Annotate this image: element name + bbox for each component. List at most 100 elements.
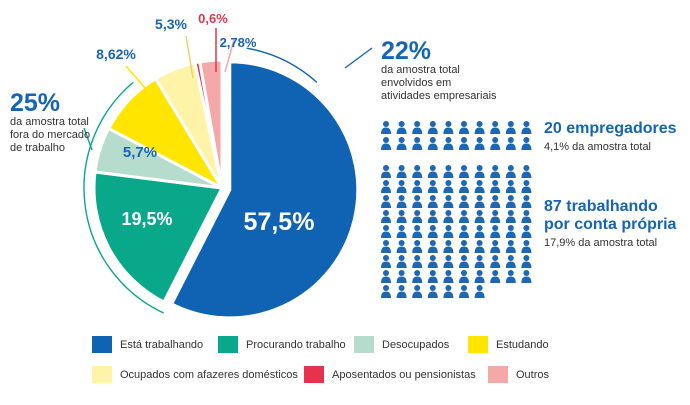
leader-line-afazeres — [185, 35, 194, 79]
person-icon — [427, 137, 438, 150]
legend-item-aposentados: Aposentados ou pensionistas — [304, 366, 476, 383]
person-icon — [381, 137, 391, 150]
person-icon — [505, 240, 516, 253]
person-icon — [381, 121, 391, 134]
right-callout-line: envolvidos em — [381, 77, 452, 89]
person-icon — [521, 137, 532, 150]
person-icon — [521, 255, 532, 268]
person-icon — [521, 180, 532, 193]
legend-label: Estudando — [496, 338, 549, 351]
bracket-arcs — [83, 47, 373, 314]
person-icon — [490, 240, 501, 253]
person-icon — [427, 270, 438, 283]
person-icon — [459, 240, 469, 253]
person-icon — [443, 165, 454, 178]
person-icon — [396, 165, 407, 178]
legend-item-estudando: Estudando — [468, 336, 549, 353]
person-icon — [396, 180, 407, 193]
legend-item-desocupados: Desocupados — [354, 336, 449, 353]
person-icon — [381, 210, 391, 223]
person-icon — [490, 225, 501, 238]
person-icon — [427, 121, 438, 134]
legend-label: Outros — [516, 368, 550, 381]
person-icon — [474, 165, 485, 178]
conta-propria-sub: 17,9% da amostra total — [544, 237, 658, 249]
person-icon — [412, 165, 423, 178]
person-icon — [459, 255, 469, 268]
person-icon — [443, 285, 454, 298]
conta-propria-icon-grid — [381, 165, 532, 298]
legend-swatch — [218, 336, 238, 353]
legend-label: Desocupados — [382, 338, 450, 351]
person-icon — [427, 285, 438, 298]
slice-label-trabalhando: 57,5% — [244, 208, 315, 236]
person-icon — [459, 121, 469, 134]
person-icon — [505, 195, 516, 208]
person-icon — [474, 195, 485, 208]
legend-swatch — [304, 366, 324, 383]
person-icon — [381, 180, 391, 193]
person-icon — [474, 270, 485, 283]
person-icon — [505, 137, 516, 150]
person-icon — [459, 270, 469, 283]
person-icon — [459, 225, 469, 238]
legend-swatch — [92, 366, 112, 383]
person-icon — [443, 180, 454, 193]
person-icon — [490, 121, 501, 134]
legend-item-procurando: Procurando trabalho — [218, 336, 346, 353]
person-icon — [505, 165, 516, 178]
person-icon — [427, 225, 438, 238]
pie-slice-procurando — [92, 170, 225, 305]
person-icon — [490, 180, 501, 193]
person-icon — [427, 165, 438, 178]
conta-propria-title: por conta própria — [544, 216, 677, 233]
person-icon — [443, 121, 454, 134]
person-icon — [443, 210, 454, 223]
leader-line-outros — [224, 39, 235, 73]
person-icon — [443, 195, 454, 208]
person-icon — [427, 255, 438, 268]
person-icon — [443, 240, 454, 253]
person-icon — [505, 121, 516, 134]
person-icon — [427, 240, 438, 253]
legend-label: Aposentados ou pensionistas — [332, 368, 476, 381]
person-icon — [521, 225, 532, 238]
person-icon — [412, 255, 423, 268]
legend-item-outros: Outros — [488, 366, 549, 383]
pie-slice-outros — [198, 58, 224, 189]
person-icon — [490, 255, 501, 268]
person-icon — [381, 255, 391, 268]
person-icon — [412, 240, 423, 253]
person-icon — [443, 270, 454, 283]
leader-lines — [125, 28, 235, 97]
person-icon — [505, 270, 516, 283]
legend-label: Ocupados com afazeres domésticos — [120, 368, 298, 381]
legend-label: Procurando trabalho — [246, 338, 346, 351]
person-icon — [459, 137, 469, 150]
person-icon — [521, 165, 532, 178]
person-icon — [459, 195, 469, 208]
left-callout-line: da amostra total — [10, 116, 89, 128]
right-callout-line: da amostra total — [381, 64, 460, 76]
person-icon — [474, 225, 485, 238]
leader-line-estudando — [125, 65, 153, 97]
person-icon — [459, 180, 469, 193]
legend-swatch — [488, 366, 508, 383]
person-icon — [490, 165, 501, 178]
person-icon — [396, 121, 407, 134]
legend-swatch — [354, 336, 374, 353]
person-icon — [521, 121, 532, 134]
slice-label-desocupados: 5,7% — [123, 144, 157, 161]
empregadores-icon-grid — [381, 121, 532, 150]
person-icon — [412, 121, 423, 134]
person-icon — [381, 165, 391, 178]
left-callout-connector — [83, 127, 93, 151]
person-icon — [412, 225, 423, 238]
slice-labels: 57,5% 19,5% 5,7% 8,62% 5,3% 0,6% 2,78% — [96, 11, 314, 236]
person-icon — [412, 285, 423, 298]
person-icon — [459, 165, 469, 178]
person-icon — [381, 270, 391, 283]
person-icon — [474, 180, 485, 193]
person-icon — [443, 225, 454, 238]
person-icon — [443, 137, 454, 150]
